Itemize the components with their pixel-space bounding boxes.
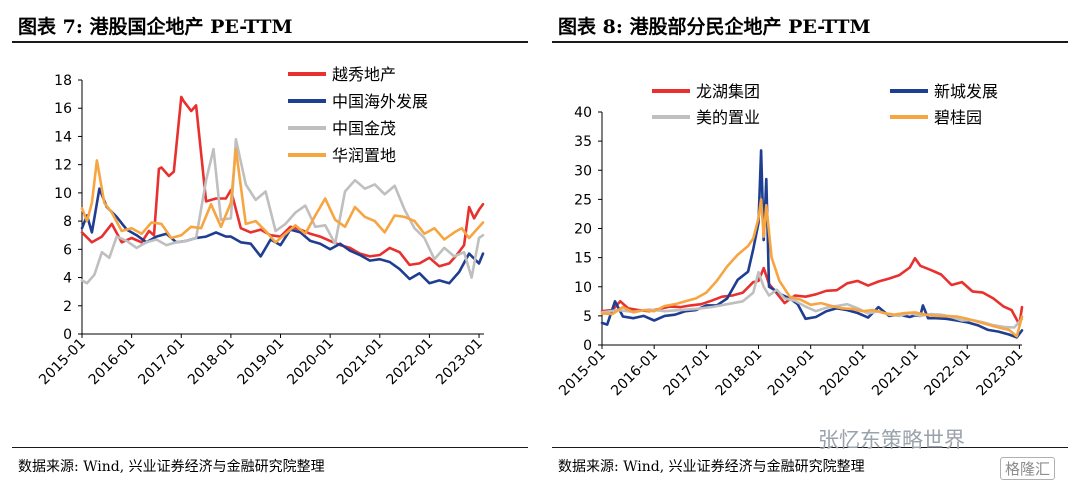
x-tick-label: 2020-01 bbox=[817, 347, 870, 400]
x-tick-label: 2018-01 bbox=[185, 336, 238, 389]
x-tick-label: 2021-01 bbox=[334, 336, 387, 389]
y-tick-label: 10 bbox=[54, 186, 72, 202]
series-line bbox=[600, 198, 1024, 338]
x-tick-label: 2020-01 bbox=[284, 336, 337, 389]
chart-title: 图表 8: 港股部分民企地产 PE-TTM bbox=[558, 16, 871, 38]
chart-title: 图表 7: 港股国企地产 PE-TTM bbox=[18, 16, 293, 38]
x-tick-label: 2023-01 bbox=[974, 347, 1027, 400]
legend-label: 龙湖集团 bbox=[696, 82, 760, 101]
series-line bbox=[600, 270, 1024, 329]
legend-label: 华润置地 bbox=[332, 146, 396, 165]
chart-panel-right: 图表 8: 港股部分民企地产 PE-TTM 0 5 10 15 20 25 30 35 40 20… bbox=[540, 0, 1080, 485]
chart-panel-left: 图表 7: 港股国企地产 PE-TTM 0 2 4 6 8 10 12 14 16 18 2015-… bbox=[12, 16, 528, 475]
x-tick-label: 2015-01 bbox=[36, 336, 89, 389]
series-line bbox=[80, 138, 485, 285]
title-divider bbox=[552, 41, 1068, 43]
series-line bbox=[80, 147, 485, 244]
y-tick-label: 15 bbox=[574, 251, 592, 267]
x-tick-label: 2019-01 bbox=[235, 336, 288, 389]
y-tick-label: 2 bbox=[63, 299, 72, 315]
y-tick-label: 0 bbox=[63, 327, 72, 343]
watermark-logo: 格隆汇 bbox=[1000, 457, 1056, 480]
x-tick-label: 2015-01 bbox=[556, 347, 609, 400]
y-tick-label: 20 bbox=[574, 222, 592, 238]
y-tick-label: 14 bbox=[54, 129, 72, 145]
x-tick-label: 2017-01 bbox=[660, 347, 713, 400]
watermark-text: 张忆东策略世界 bbox=[818, 428, 965, 452]
x-tick-label: 2019-01 bbox=[765, 347, 818, 400]
x-tick-label: 2021-01 bbox=[869, 347, 922, 400]
y-tick-label: 30 bbox=[574, 163, 592, 179]
y-tick-label: 5 bbox=[583, 309, 592, 325]
y-tick-label: 16 bbox=[54, 101, 72, 117]
y-tick-label: 40 bbox=[574, 105, 592, 121]
y-tick-label: 6 bbox=[63, 242, 72, 258]
x-tick-label: 2018-01 bbox=[713, 347, 766, 400]
x-tick-label: 2023-01 bbox=[433, 336, 486, 389]
legend-label: 美的置业 bbox=[696, 108, 760, 127]
y-tick-label: 35 bbox=[574, 134, 592, 150]
source-divider bbox=[12, 447, 528, 448]
y-tick-label: 18 bbox=[54, 73, 72, 89]
x-tick-label: 2016-01 bbox=[608, 347, 661, 400]
series-line bbox=[600, 149, 1024, 339]
x-tick-label: 2016-01 bbox=[86, 336, 139, 389]
y-tick-label: 4 bbox=[63, 271, 72, 287]
x-tick-label: 2022-01 bbox=[921, 347, 974, 400]
y-tick-label: 25 bbox=[574, 192, 592, 208]
y-tick-label: 8 bbox=[63, 214, 72, 230]
legend-label: 碧桂园 bbox=[934, 108, 982, 127]
x-tick-label: 2017-01 bbox=[135, 336, 188, 389]
x-tick-label: 2022-01 bbox=[384, 336, 437, 389]
line-chart: 0 2 4 6 8 10 12 14 16 18 2015-012016-012017-012018… bbox=[36, 65, 486, 389]
chart-source: 数据来源: Wind, 兴业证券经济与金融研究院整理 bbox=[18, 459, 325, 475]
series-line bbox=[600, 256, 1024, 326]
title-divider bbox=[12, 41, 528, 43]
legend-label: 越秀地产 bbox=[332, 65, 396, 84]
source-divider bbox=[552, 447, 1068, 448]
y-tick-label: 0 bbox=[583, 338, 592, 354]
legend-label: 中国海外发展 bbox=[332, 92, 428, 111]
y-tick-label: 10 bbox=[574, 280, 592, 296]
y-tick-label: 12 bbox=[54, 158, 72, 174]
chart-source: 数据来源: Wind, 兴业证券经济与金融研究院整理 bbox=[558, 459, 865, 475]
legend-label: 中国金茂 bbox=[332, 119, 396, 138]
legend-label: 新城发展 bbox=[934, 82, 998, 101]
